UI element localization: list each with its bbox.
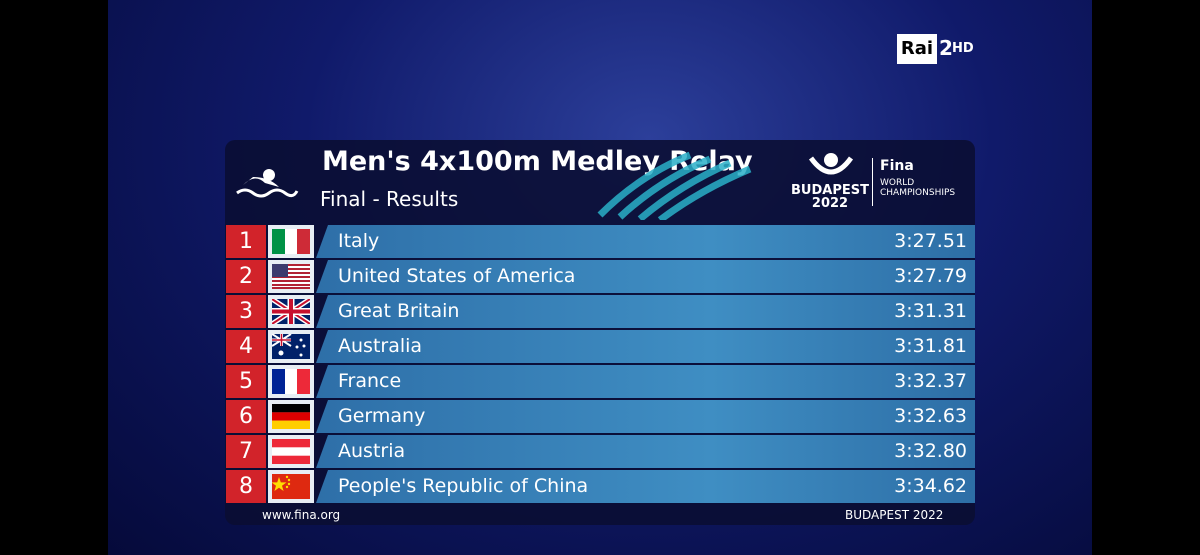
rank: 4 xyxy=(226,330,266,363)
country-name: Australia xyxy=(338,335,423,357)
row-bar xyxy=(316,470,975,503)
footer-website: www.fina.org xyxy=(262,508,341,522)
result-time: 3:31.31 xyxy=(894,300,967,322)
rank: 6 xyxy=(226,400,266,433)
result-row: 8 People's Republic of China 3:34.62 xyxy=(226,470,975,503)
flag-cell xyxy=(268,365,314,398)
result-row: 4 Australia 3:31.81 xyxy=(226,330,975,363)
logo-divider xyxy=(872,158,873,206)
flag-cell xyxy=(268,330,314,363)
flag xyxy=(272,439,310,464)
result-time: 3:34.62 xyxy=(894,475,967,497)
logo-brand: Fina xyxy=(880,158,914,174)
result-time: 3:32.80 xyxy=(894,440,967,462)
flag xyxy=(272,334,310,359)
logo-year: 2022 xyxy=(811,196,849,211)
logo-event: WORLD CHAMPIONSHIPS xyxy=(880,178,956,198)
result-row: 1 Italy 3:27.51 xyxy=(226,225,975,258)
result-row: 3 Great Britain 3:31.31 xyxy=(226,295,975,328)
country-name: United States of America xyxy=(338,265,576,287)
channel-name: Rai xyxy=(897,34,937,64)
rank: 3 xyxy=(226,295,266,328)
country-name: People's Republic of China xyxy=(338,475,589,497)
channel-quality: HD xyxy=(952,41,974,56)
result-row: 5 France 3:32.37 xyxy=(226,365,975,398)
result-time: 3:31.81 xyxy=(894,335,967,357)
decorative-waves xyxy=(597,151,752,220)
result-row: 7 Austria 3:32.80 xyxy=(226,435,975,468)
flag xyxy=(272,229,310,254)
flag-cell xyxy=(268,470,314,503)
result-row: 6 Germany 3:32.63 xyxy=(226,400,975,433)
result-time: 3:32.63 xyxy=(894,405,967,427)
result-time: 3:32.37 xyxy=(894,370,967,392)
result-time: 3:27.79 xyxy=(894,265,967,287)
flag xyxy=(272,369,310,394)
country-name: Germany xyxy=(338,405,426,427)
flag xyxy=(272,299,310,324)
flag xyxy=(272,474,310,499)
flag-cell xyxy=(268,400,314,433)
channel-logo: Rai 2 HD xyxy=(897,34,974,64)
result-row: 2 United States of America 3:27.79 xyxy=(226,260,975,293)
country-name: Italy xyxy=(338,230,380,252)
flag-cell xyxy=(268,435,314,468)
rank: 7 xyxy=(226,435,266,468)
flag xyxy=(272,404,310,429)
row-bar xyxy=(316,435,975,468)
flag-cell xyxy=(268,295,314,328)
row-bar xyxy=(316,225,975,258)
country-name: France xyxy=(338,370,402,392)
row-bar xyxy=(316,260,975,293)
flag-cell xyxy=(268,260,314,293)
rank: 2 xyxy=(226,260,266,293)
row-bar xyxy=(316,365,975,398)
rank: 5 xyxy=(226,365,266,398)
rank: 1 xyxy=(226,225,266,258)
channel-number: 2 xyxy=(939,36,953,60)
budapest-logo-mark xyxy=(808,153,854,175)
row-bar xyxy=(316,330,975,363)
logo-city: BUDAPEST xyxy=(791,183,869,198)
flag-cell xyxy=(268,225,314,258)
row-bar xyxy=(316,295,975,328)
event-subtitle: Final - Results xyxy=(320,187,459,211)
country-name: Austria xyxy=(338,440,406,462)
result-time: 3:27.51 xyxy=(894,230,967,252)
country-name: Great Britain xyxy=(338,300,460,322)
row-bar xyxy=(316,400,975,433)
footer-event: BUDAPEST 2022 xyxy=(845,508,944,522)
flag xyxy=(272,264,310,289)
rank: 8 xyxy=(226,470,266,503)
swimmer-icon xyxy=(236,169,299,198)
